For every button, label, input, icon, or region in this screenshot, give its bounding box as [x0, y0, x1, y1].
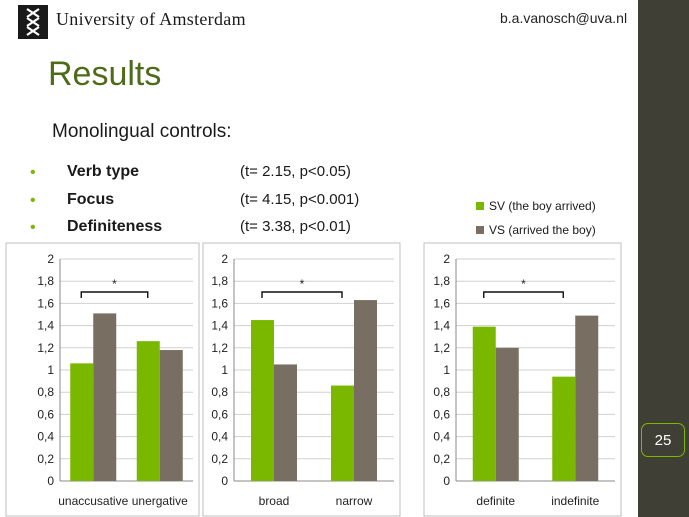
y-tick-label: 0,6: [433, 407, 450, 421]
y-tick-label: 0,2: [37, 452, 54, 466]
y-tick-label: 1,2: [433, 341, 450, 355]
y-tick-label: 1,2: [211, 341, 228, 355]
legend-label: VS (arrived the boy): [489, 223, 596, 237]
side-band: [638, 0, 689, 517]
y-tick-label: 0,4: [37, 430, 54, 444]
bullet-dot-icon: •: [30, 164, 36, 181]
bullet-dot-icon: •: [30, 219, 36, 236]
y-tick-label: 0,4: [433, 430, 450, 444]
legend-label: SV (the boy arrived): [489, 199, 596, 213]
y-tick-label: 1: [443, 363, 450, 377]
y-tick-label: 1,2: [37, 341, 54, 355]
bar: [136, 341, 160, 481]
y-tick-label: 1: [47, 363, 54, 377]
y-tick-label: 0,8: [211, 385, 228, 399]
bar-charts: 0 0,2 0,4 0,6 0,8 1 1,2 1,4 1,6 1,8 2 unaccusative u…: [5, 242, 622, 517]
legend-swatch: [476, 226, 484, 234]
y-tick-label: 1,8: [37, 274, 54, 288]
bullet-list: • Verb type (t= 2.15, p<0.05) • Focus (t…: [30, 162, 430, 245]
y-tick-label: 0,6: [37, 407, 54, 421]
bullet-label: Focus: [67, 190, 115, 208]
bar: [70, 363, 94, 481]
y-tick-label: 0,2: [433, 452, 450, 466]
bar: [93, 313, 117, 481]
y-tick-label: 1,4: [433, 319, 450, 333]
slide-subtitle: Monolingual controls:: [52, 121, 232, 142]
bullet-stat: (t= 2.15, p<0.05): [240, 163, 351, 180]
y-tick-label: 0,2: [211, 452, 228, 466]
significance-bracket: [80, 291, 149, 298]
bar: [552, 376, 576, 481]
bullet-item: • Focus (t= 4.15, p<0.001): [30, 190, 430, 218]
x-category-label: broad: [259, 494, 290, 508]
y-tick-label: 0: [221, 474, 228, 488]
y-tick-label: 1,4: [211, 319, 228, 333]
y-tick-label: 1,6: [37, 296, 54, 310]
x-category-label: unaccusative: [58, 494, 128, 508]
bullet-label: Definiteness: [67, 218, 163, 235]
bar: [331, 385, 354, 481]
bar: [159, 350, 183, 481]
y-tick-label: 0: [443, 474, 450, 488]
bullet-label: Verb type: [67, 163, 140, 180]
legend-swatch: [476, 202, 484, 210]
y-tick-label: 1,8: [211, 274, 228, 288]
significance-bracket: [483, 291, 564, 298]
page-number: 25: [641, 423, 685, 457]
significance-marker: *: [521, 277, 526, 291]
bar: [354, 300, 377, 481]
bar: [251, 320, 274, 481]
university-name: University of Amsterdam: [56, 9, 246, 29]
significance-marker: *: [300, 277, 305, 291]
bullet-stat: (t= 3.38, p<0.01): [240, 218, 351, 235]
x-category-label: unergative: [132, 494, 188, 508]
y-tick-label: 0,6: [211, 407, 228, 421]
bar: [472, 326, 496, 481]
bar: [575, 315, 599, 481]
university-logo-icon: [18, 5, 48, 39]
y-tick-label: 2: [443, 252, 450, 266]
y-tick-label: 1: [221, 363, 228, 377]
bar: [274, 364, 297, 481]
y-tick-label: 0: [47, 474, 54, 488]
y-tick-label: 0,4: [211, 430, 228, 444]
bullet-item: • Definiteness (t= 3.38, p<0.01): [30, 217, 430, 245]
y-tick-label: 1,4: [37, 319, 54, 333]
significance-bracket: [261, 291, 343, 298]
bar: [495, 347, 519, 481]
bullet-item: • Verb type (t= 2.15, p<0.05): [30, 162, 430, 190]
x-category-label: indefinite: [551, 494, 599, 508]
y-tick-label: 1,6: [211, 296, 228, 310]
x-category-label: narrow: [336, 494, 373, 508]
y-tick-label: 1,6: [433, 296, 450, 310]
bullet-stat: (t= 4.15, p<0.001): [240, 190, 360, 208]
y-tick-label: 0,8: [37, 385, 54, 399]
bullet-dot-icon: •: [30, 191, 36, 209]
y-tick-label: 0,8: [433, 385, 450, 399]
x-category-label: definite: [476, 494, 515, 508]
author-email[interactable]: b.a.vanosch@uva.nl: [500, 10, 628, 26]
y-tick-label: 1,8: [433, 274, 450, 288]
significance-marker: *: [112, 277, 117, 291]
y-tick-label: 2: [47, 252, 54, 266]
slide-title: Results: [48, 55, 162, 93]
y-tick-label: 2: [221, 252, 228, 266]
